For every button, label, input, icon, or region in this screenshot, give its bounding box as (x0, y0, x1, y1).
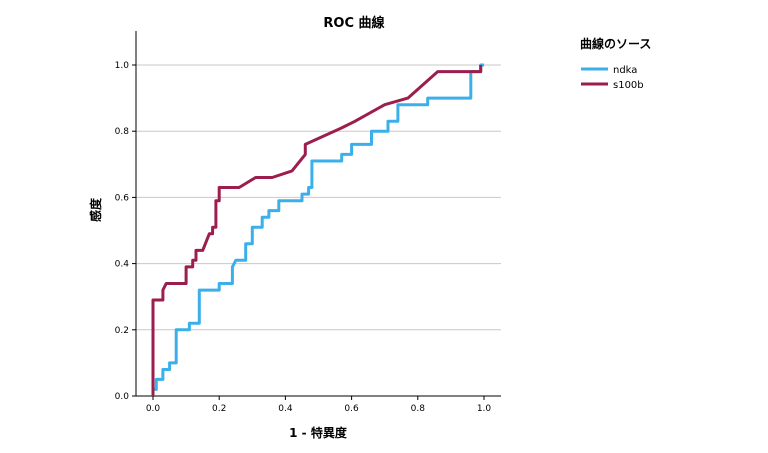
x-axis-label: 1 - 特異度 (289, 425, 348, 440)
series-line-s100b (151, 65, 483, 396)
x-tick-label-3: 0.6 (344, 404, 359, 414)
x-axis-ticks: 0.0 0.2 0.4 0.6 0.8 1.0 (146, 396, 492, 414)
y-tick-label-1: 0.2 (115, 326, 129, 336)
legend: 曲線のソース ndka s100b (580, 36, 651, 91)
series-layer (151, 63, 484, 396)
gridlines (136, 64, 501, 331)
x-tick-label-1: 0.2 (212, 404, 226, 414)
x-tick-label-2: 0.4 (278, 404, 293, 414)
legend-title: 曲線のソース (580, 36, 651, 51)
y-tick-label-2: 0.4 (115, 260, 130, 270)
y-axis-ticks: 0.0 0.2 0.4 0.6 0.8 1.0 (115, 61, 136, 402)
legend-item-s100b: s100b (581, 80, 644, 91)
chart-title: ROC 曲線 (323, 15, 385, 31)
y-tick-label-4: 0.8 (115, 127, 130, 137)
legend-label-ndka: ndka (613, 65, 637, 76)
y-tick-label-3: 0.6 (115, 193, 130, 203)
x-tick-label-5: 1.0 (477, 404, 492, 414)
series-line-ndka (151, 63, 484, 396)
legend-item-ndka: ndka (581, 65, 637, 76)
y-tick-label-0: 0.0 (115, 392, 130, 402)
x-tick-label-4: 0.8 (411, 404, 426, 414)
x-tick-label-0: 0.0 (146, 404, 161, 414)
y-axis-label: 感度 (88, 197, 103, 222)
legend-label-s100b: s100b (613, 80, 644, 91)
y-tick-label-5: 1.0 (115, 61, 130, 71)
